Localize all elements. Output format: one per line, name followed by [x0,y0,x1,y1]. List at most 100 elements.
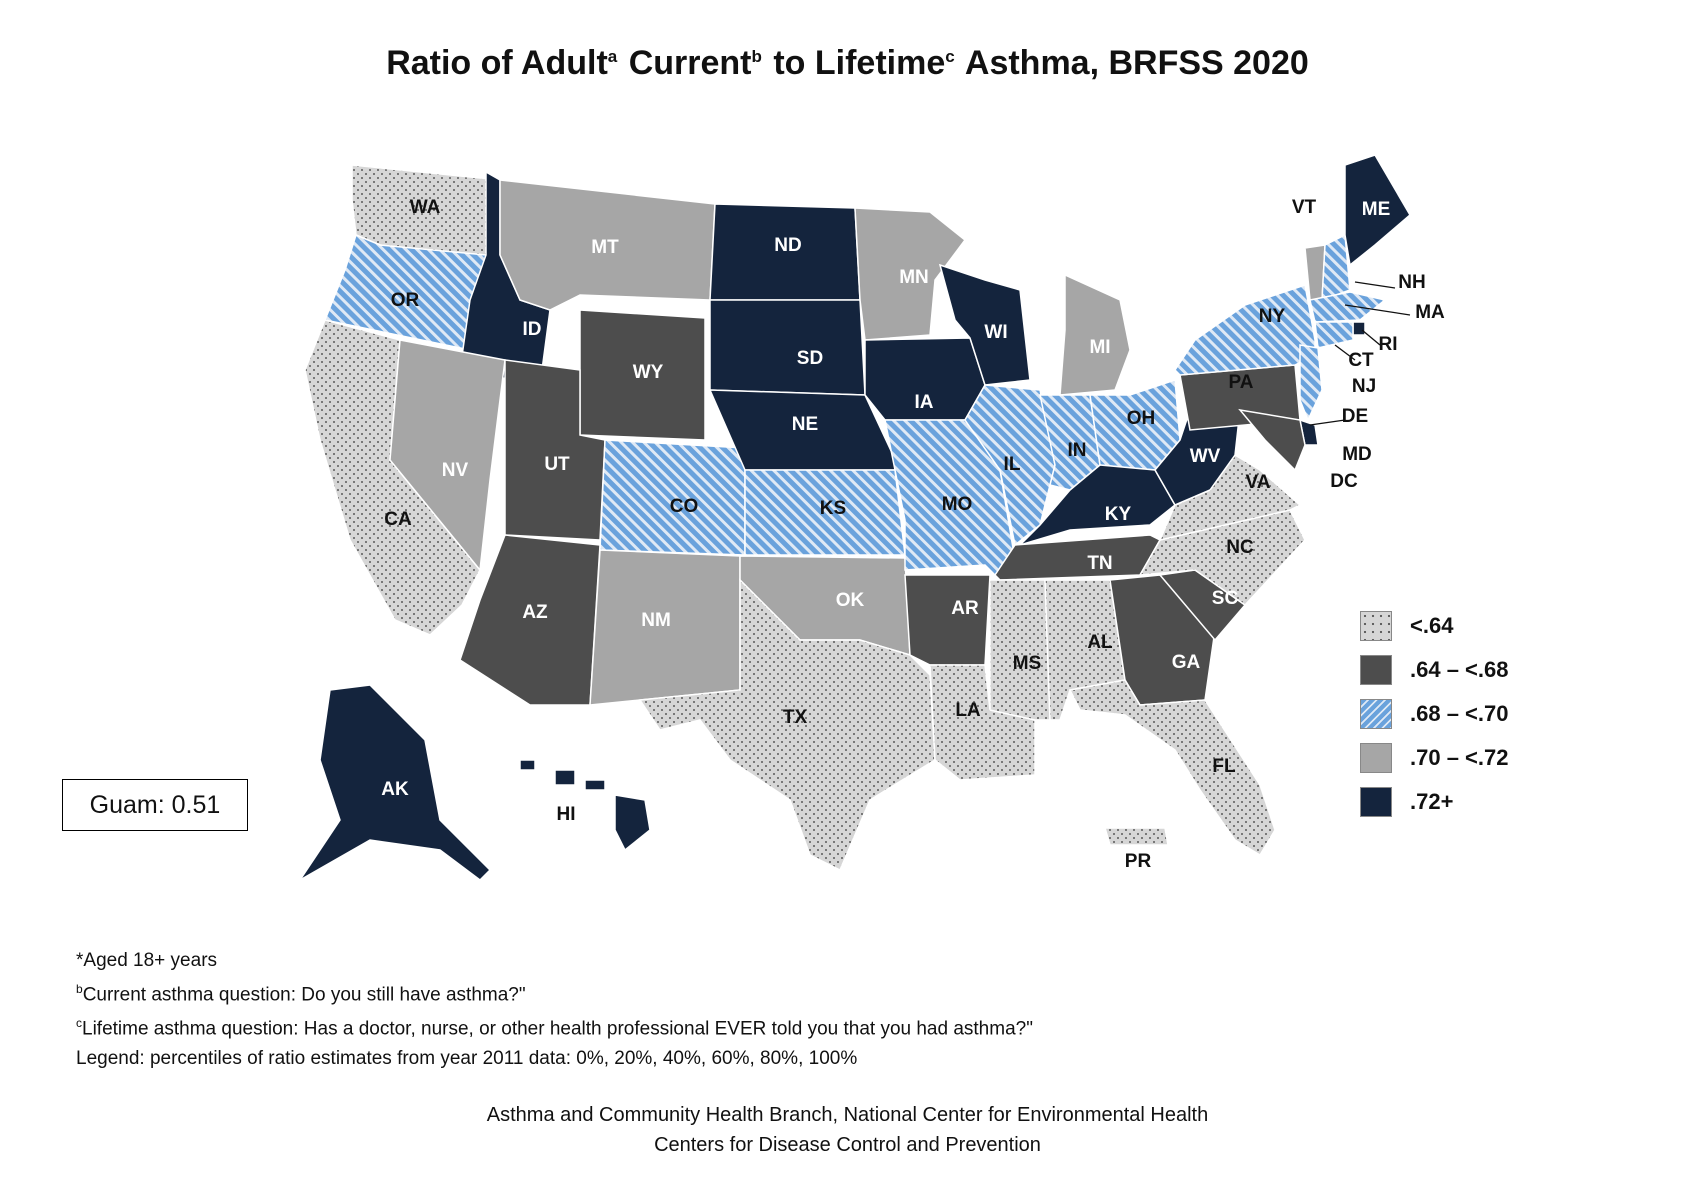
state-label-pa: PA [1229,372,1254,393]
legend-item: .68 – <.70 [1360,692,1508,736]
state-label-sd: SD [797,348,823,369]
state-nj [1299,344,1323,422]
state-label-ga: GA [1172,652,1201,673]
state-label-az: AZ [522,602,548,623]
state-ma [1309,291,1387,323]
state-label-tx: TX [783,707,808,728]
state-label-al: AL [1087,632,1113,653]
state-label-ct: CT [1348,350,1374,371]
state-label-wi: WI [984,322,1007,343]
state-label-ms: MS [1013,653,1042,674]
state-label-pr: PR [1125,851,1152,872]
legend-label: .70 – <.72 [1410,745,1509,770]
map-legend: <.64 .64 – <.68 .68 – <.70 .70 – <.72 .7… [1360,604,1508,824]
state-label-ne: NE [792,414,818,435]
state-label-md: MD [1342,444,1372,465]
footnotes: *Aged 18+ years bCurrent asthma question… [76,946,1033,1073]
legend-label: .64 – <.68 [1410,657,1509,682]
state-label-va: VA [1246,472,1271,493]
state-hi [519,759,651,852]
state-la [929,664,1036,781]
state-label-ca: CA [384,509,412,530]
state-label-in: IN [1068,440,1087,461]
state-ny [1174,284,1316,376]
state-label-nj: NJ [1352,376,1376,397]
state-label-ny: NY [1259,306,1286,327]
state-label-ia: IA [915,392,934,413]
state-ms [989,579,1051,721]
legend-label: <.64 [1410,613,1454,638]
state-label-wv: WV [1190,446,1221,467]
legend-item: .64 – <.68 [1360,648,1508,692]
map-title: Ratio of Adulta Currentb to Lifetimec As… [386,44,1309,82]
state-label-oh: OH [1127,408,1156,429]
state-mn [854,207,967,341]
state-label-mo: MO [942,494,973,515]
state-fl [1068,679,1276,857]
legend-swatch-c4 [1360,743,1392,773]
state-label-or: OR [391,290,420,311]
state-nv [389,339,506,572]
leader-line [1354,281,1396,289]
state-label-ut: UT [544,454,570,475]
state-wi [938,263,1031,386]
guam-box: Guam: 0.51 [62,779,248,831]
state-label-me: ME [1362,199,1391,220]
footnote-current: bCurrent asthma question: Do you still h… [76,982,526,1006]
leader-line [1344,304,1411,316]
state-label-ks: KS [820,498,846,519]
state-label-nh: NH [1398,272,1425,293]
state-mi [1059,273,1131,396]
legend-swatch-c1 [1360,611,1392,641]
state-label-dc: DC [1330,471,1358,492]
state-label-ri: RI [1379,334,1398,355]
state-label-tn: TN [1087,553,1112,574]
state-label-ak: AK [381,779,409,800]
state-pr [1103,827,1169,846]
footnote-legend: Legend: percentiles of ratio estimates f… [76,1047,858,1069]
state-sd [709,299,866,396]
state-label-co: CO [670,496,699,517]
legend-swatch-c5 [1360,787,1392,817]
state-label-ma: MA [1415,302,1445,323]
legend-swatch-c2 [1360,655,1392,685]
leader-line [1309,419,1346,426]
state-label-il: IL [1004,454,1021,475]
state-label-nc: NC [1226,537,1254,558]
leader-line [1361,329,1381,346]
state-tx [638,578,936,872]
state-label-vt: VT [1292,197,1317,218]
legend-label: .68 – <.70 [1410,701,1509,726]
legend-item: .70 – <.72 [1360,736,1508,780]
state-label-mi: MI [1089,337,1110,358]
footnote-lifetime: cLifetime asthma question: Has a doctor,… [76,1016,1033,1040]
state-label-sc: SC [1212,588,1239,609]
legend-item: .72+ [1360,780,1508,824]
state-label-ky: KY [1105,504,1132,525]
state-label-hi: HI [557,804,576,825]
legend-swatch-c3 [1360,699,1392,729]
state-label-la: LA [955,700,981,721]
state-label-id: ID [523,319,542,340]
state-ri [1352,321,1366,336]
state-label-mn: MN [899,267,929,288]
state-label-mt: MT [591,237,619,258]
state-ar [904,574,991,666]
state-ct [1314,321,1354,349]
state-label-ar: AR [951,598,979,619]
state-ak [299,684,492,881]
legend-label: .72+ [1410,789,1454,814]
state-label-de: DE [1342,406,1368,427]
state-label-nd: ND [774,235,801,256]
legend-item: <.64 [1360,604,1508,648]
state-label-ok: OK [836,590,865,611]
footnote-age: *Aged 18+ years [76,950,218,971]
state-label-wy: WY [633,362,664,383]
state-me [1344,154,1411,267]
state-label-nv: NV [442,460,469,481]
state-label-wa: WA [410,197,441,218]
source-credit: Asthma and Community Health Branch, Nati… [486,1104,1209,1156]
state-md [1238,408,1306,472]
state-label-nm: NM [641,610,671,631]
